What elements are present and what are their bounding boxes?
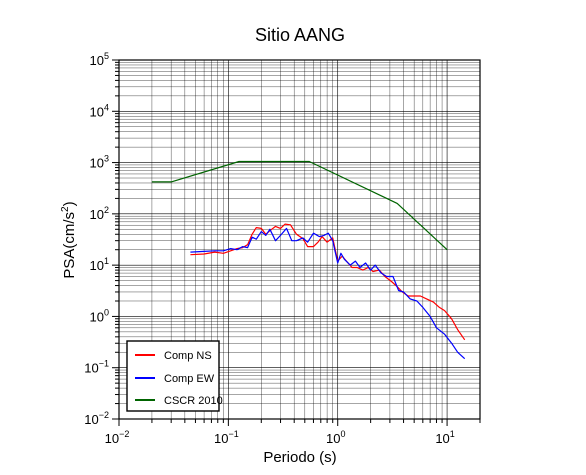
plot-frame (118, 59, 481, 420)
legend-label-cscr-2010: CSCR 2010 (164, 395, 223, 407)
x-tick-label: 10−1 (214, 429, 239, 446)
series-line-comp-ew (190, 227, 466, 360)
legend: Comp NS Comp EW CSCR 2010 (126, 340, 223, 412)
chart-title: Sitio AANG (255, 25, 345, 45)
x-tick-label: 100 (326, 429, 345, 446)
legend-label-comp-ns: Comp NS (164, 350, 212, 362)
y-tick-label: 10−2 (84, 410, 109, 427)
y-tick-label: 10−1 (84, 359, 109, 376)
series-line-cscr-2010 (151, 160, 448, 251)
y-tick-label: 105 (90, 51, 109, 68)
y-axis-label: PSA(cm/s2) (60, 201, 78, 278)
y-tick-label: 100 (90, 307, 109, 324)
grid (118, 59, 481, 420)
y-tick-label: 104 (90, 102, 109, 119)
y-tick-label: 102 (90, 205, 109, 222)
series-lines (151, 160, 466, 360)
x-tick-label: 10−2 (105, 429, 130, 446)
legend-label-comp-ew: Comp EW (164, 373, 215, 385)
series-line-comp-ns (190, 223, 466, 341)
y-tick-label: 103 (90, 154, 109, 171)
axis-ticks: 10−2 10−1 100 101 10−2 10−1 100 101 102 103 104 105 (84, 51, 481, 446)
x-axis-label: Periodo (s) (263, 449, 336, 466)
y-tick-label: 101 (90, 256, 109, 273)
x-tick-label: 101 (435, 429, 454, 446)
